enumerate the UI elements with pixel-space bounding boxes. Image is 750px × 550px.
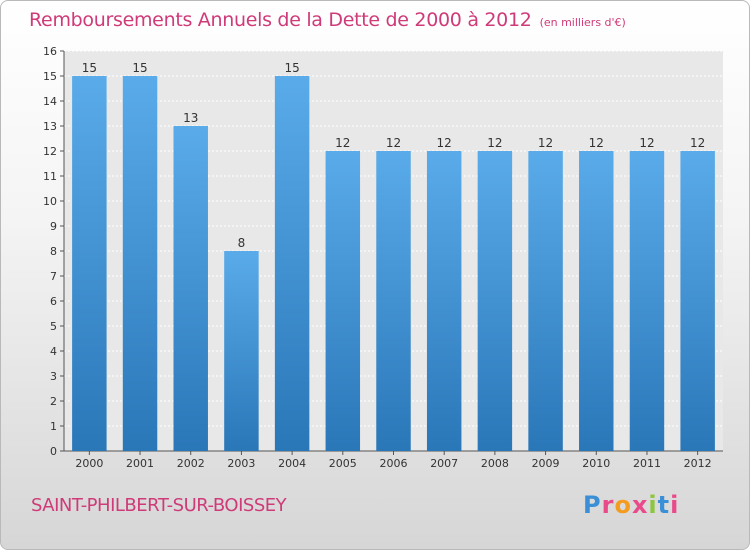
bar-value-label: 12 xyxy=(335,136,350,150)
bar-value-label: 12 xyxy=(437,136,452,150)
x-tick-label: 2012 xyxy=(684,457,712,470)
y-tick-label: 6 xyxy=(50,295,57,308)
bar xyxy=(173,126,208,451)
bar-value-label: 12 xyxy=(589,136,604,150)
y-tick-label: 7 xyxy=(50,270,57,283)
place-name: SAINT-PHILBERT-SUR-BOISSEY xyxy=(31,495,287,516)
bar-value-label: 12 xyxy=(690,136,705,150)
y-tick-label: 14 xyxy=(43,95,57,108)
y-tick-label: 11 xyxy=(43,170,57,183)
bar-value-label: 12 xyxy=(386,136,401,150)
x-tick-label: 2002 xyxy=(177,457,205,470)
y-tick-label: 0 xyxy=(50,445,57,458)
y-tick-label: 13 xyxy=(43,120,57,133)
logo-letter: o xyxy=(614,491,632,519)
y-tick-label: 15 xyxy=(43,70,57,83)
logo-letter: t xyxy=(657,491,671,519)
y-tick-label: 5 xyxy=(50,320,57,333)
bar xyxy=(477,151,513,451)
x-tick-label: 2010 xyxy=(582,457,610,470)
y-tick-label: 3 xyxy=(50,370,57,383)
x-tick-label: 2007 xyxy=(430,457,458,470)
bar xyxy=(680,151,715,451)
y-tick-label: 12 xyxy=(43,145,57,158)
y-tick-label: 2 xyxy=(50,395,57,408)
x-tick-label: 2011 xyxy=(633,457,661,470)
bar-value-label: 8 xyxy=(238,236,246,250)
x-tick-label: 2006 xyxy=(380,457,408,470)
bar xyxy=(325,151,361,451)
bar-value-label: 15 xyxy=(132,61,147,75)
x-tick-label: 2005 xyxy=(329,457,357,470)
logo-letter: r xyxy=(601,491,615,519)
bar xyxy=(72,76,107,451)
title-text: Remboursements Annuels de la Dette de 20… xyxy=(29,9,532,31)
x-tick-label: 2009 xyxy=(532,457,560,470)
y-tick-label: 10 xyxy=(43,195,57,208)
x-tick-label: 2000 xyxy=(75,457,103,470)
logo-letter: P xyxy=(583,491,602,519)
bar xyxy=(579,151,614,451)
logo-letter: i xyxy=(648,491,658,519)
bar xyxy=(122,76,158,451)
y-tick-label: 16 xyxy=(43,45,57,58)
logo-letter: x xyxy=(631,491,649,519)
logo-letter: i xyxy=(670,491,680,519)
bar xyxy=(224,251,259,451)
bar xyxy=(426,151,462,451)
x-tick-label: 2001 xyxy=(126,457,154,470)
bar-value-label: 12 xyxy=(639,136,654,150)
y-tick-label: 1 xyxy=(50,420,57,433)
bar xyxy=(274,76,310,451)
bar-value-label: 12 xyxy=(538,136,553,150)
bar-value-label: 15 xyxy=(284,61,299,75)
bar xyxy=(376,151,411,451)
x-tick-label: 2003 xyxy=(227,457,255,470)
x-tick-label: 2008 xyxy=(481,457,509,470)
bar-value-label: 15 xyxy=(82,61,97,75)
chart-subtitle: (en milliers d'€) xyxy=(539,16,626,29)
y-tick-label: 8 xyxy=(50,245,57,258)
bar xyxy=(528,151,563,451)
proxiti-logo: Proxiti xyxy=(583,491,679,519)
y-tick-label: 4 xyxy=(50,345,57,358)
y-tick-label: 9 xyxy=(50,220,57,233)
bar-value-label: 13 xyxy=(183,111,198,125)
x-tick-label: 2004 xyxy=(278,457,306,470)
bar-value-label: 12 xyxy=(487,136,502,150)
chart-title: Remboursements Annuels de la Dette de 20… xyxy=(29,9,626,31)
bar xyxy=(629,151,665,451)
